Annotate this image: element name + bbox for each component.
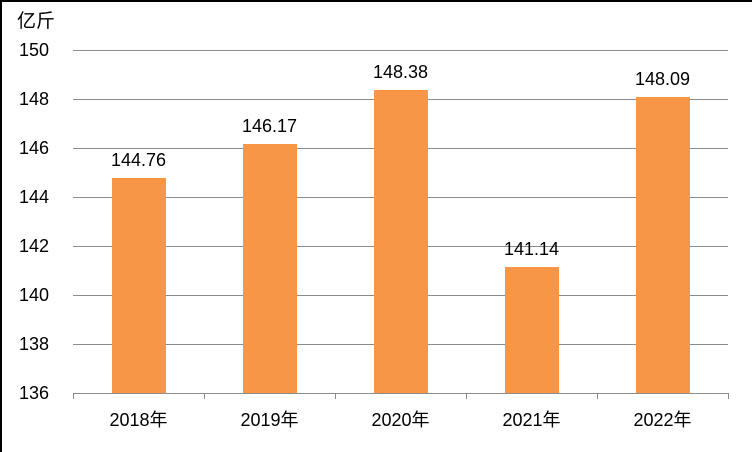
x-axis-tick-mark (597, 393, 598, 399)
y-axis-tick-label: 148 (18, 89, 49, 109)
x-axis-category-label: 2022年 (633, 410, 692, 430)
x-axis-tick-mark (728, 393, 729, 399)
x-axis-category-label: 2021年 (502, 410, 561, 430)
y-axis-tick-label: 150 (18, 40, 49, 60)
bar-2020年 (373, 89, 428, 393)
x-axis-category-label: 2018年 (109, 410, 168, 430)
gridline (73, 393, 728, 394)
y-axis-tick-label: 146 (18, 138, 49, 158)
bar-value-label: 148.09 (634, 68, 691, 89)
x-axis-tick-mark (73, 393, 74, 399)
bar-2021年 (504, 267, 559, 393)
y-axis-tick-label: 140 (18, 285, 49, 305)
bar-value-label: 146.17 (241, 115, 298, 136)
gridline (73, 50, 728, 51)
y-axis-unit-label: 亿斤 (17, 11, 56, 32)
x-axis-category-label: 2019年 (240, 410, 299, 430)
bar-2019年 (242, 143, 297, 393)
y-axis-tick-label: 142 (18, 236, 49, 256)
x-axis-category-label: 2020年 (371, 410, 430, 430)
x-axis-tick-mark (335, 393, 336, 399)
bar-2022年 (635, 96, 690, 393)
x-axis-tick-mark (204, 393, 205, 399)
x-axis-tick-mark (466, 393, 467, 399)
bar-value-label: 141.14 (503, 239, 560, 260)
y-axis-tick-label: 144 (18, 187, 49, 207)
y-axis-tick-label: 136 (18, 383, 49, 403)
bar-2018年 (111, 178, 166, 393)
y-axis-tick-label: 138 (18, 334, 49, 354)
bar-value-label: 148.38 (372, 61, 429, 82)
bar-value-label: 144.76 (110, 150, 167, 171)
